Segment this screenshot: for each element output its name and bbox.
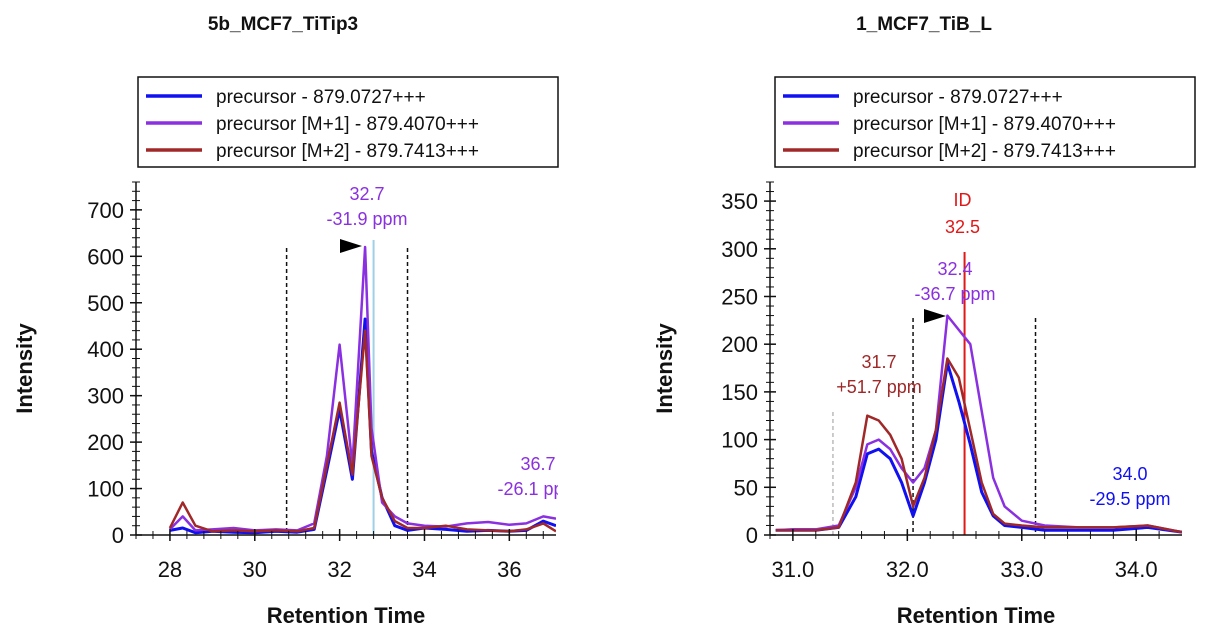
legend: precursor - 879.0727+++ precursor [M+1] -… (774, 76, 1196, 168)
chart-panel-2: 1_MCF7_TiB_L ID 32.5 32.4 -36.7 ppm 31.7 +51.7… (652, 14, 1196, 628)
peak-arrow-icon (924, 309, 946, 323)
peak-annotation-ppm: -29.5 ppm (1089, 489, 1170, 509)
series-line-2 (169, 245, 556, 532)
peak-annotation-rt: 34.0 (1112, 464, 1147, 484)
legend-label: precursor [M+2] - 879.7413+++ (216, 141, 479, 162)
y-tick-label: 200 (87, 430, 124, 455)
y-tick-label: 700 (87, 198, 124, 223)
series-group (775, 314, 1182, 534)
y-tick-label: 250 (721, 284, 758, 309)
y-axis-label: Intensity (12, 323, 37, 414)
y-axis-label: Intensity (652, 323, 677, 414)
y-tick-label: 300 (721, 237, 758, 262)
y-tick-label: 200 (721, 332, 758, 357)
legend: precursor - 879.0727+++ precursor [M+1] -… (137, 76, 559, 168)
y-tick-label: 0 (746, 523, 758, 548)
legend-box (137, 76, 559, 168)
series-group (168, 245, 556, 535)
chart-title: 5b_MCF7_TiTip3 (208, 14, 358, 35)
x-tick-label: 33.0 (1000, 557, 1043, 582)
peak-annotation-rt: 31.7 (861, 352, 896, 372)
x-tick-label: 28 (158, 557, 182, 582)
peak-annotation-ppm: -31.9 ppm (326, 209, 407, 229)
y-tick-label: 50 (734, 475, 758, 500)
id-value: 32.5 (945, 217, 980, 237)
x-tick-label: 30 (243, 557, 267, 582)
series-line-3 (168, 329, 556, 533)
chart-title: 1_MCF7_TiB_L (856, 14, 992, 35)
x-tick-label: 32.0 (886, 557, 929, 582)
y-tick-label: 100 (87, 477, 124, 502)
peak-annotation-rt: 32.7 (349, 184, 384, 204)
legend-label: precursor - 879.0727+++ (853, 87, 1063, 108)
y-tick-label: 100 (721, 428, 758, 453)
peak-annotation-rt: 32.4 (937, 259, 972, 279)
x-axis-label: Retention Time (897, 603, 1056, 628)
legend-label: precursor [M+1] - 879.4070+++ (853, 114, 1116, 135)
legend-box (774, 76, 1196, 168)
peak-annotation-ppm: +51.7 ppm (836, 377, 922, 397)
y-tick-label: 500 (87, 291, 124, 316)
legend-label: precursor [M+1] - 879.4070+++ (216, 114, 479, 135)
series-line-2 (775, 314, 1182, 534)
y-tick-label: 150 (721, 380, 758, 405)
annotation-mask (558, 440, 618, 520)
x-tick-label: 31.0 (771, 557, 814, 582)
peak-annotation-ppm: -36.7 ppm (914, 284, 995, 304)
x-tick-label: 34.0 (1115, 557, 1158, 582)
y-tick-label: 350 (721, 189, 758, 214)
peak-annotation-rt: 36.7 (520, 454, 555, 474)
x-tick-label: 34 (412, 557, 436, 582)
x-axis-label: Retention Time (267, 603, 426, 628)
y-tick-label: 300 (87, 384, 124, 409)
y-tick-label: 0 (112, 523, 124, 548)
legend-label: precursor - 879.0727+++ (216, 87, 426, 108)
series-line-3 (775, 357, 1182, 534)
x-tick-label: 36 (497, 557, 521, 582)
y-tick-label: 400 (87, 337, 124, 362)
x-tick-label: 32 (327, 557, 351, 582)
id-label: ID (954, 190, 972, 210)
y-tick-label: 600 (87, 244, 124, 269)
peak-arrow-icon (340, 239, 362, 253)
legend-label: precursor [M+2] - 879.7413+++ (853, 141, 1116, 162)
